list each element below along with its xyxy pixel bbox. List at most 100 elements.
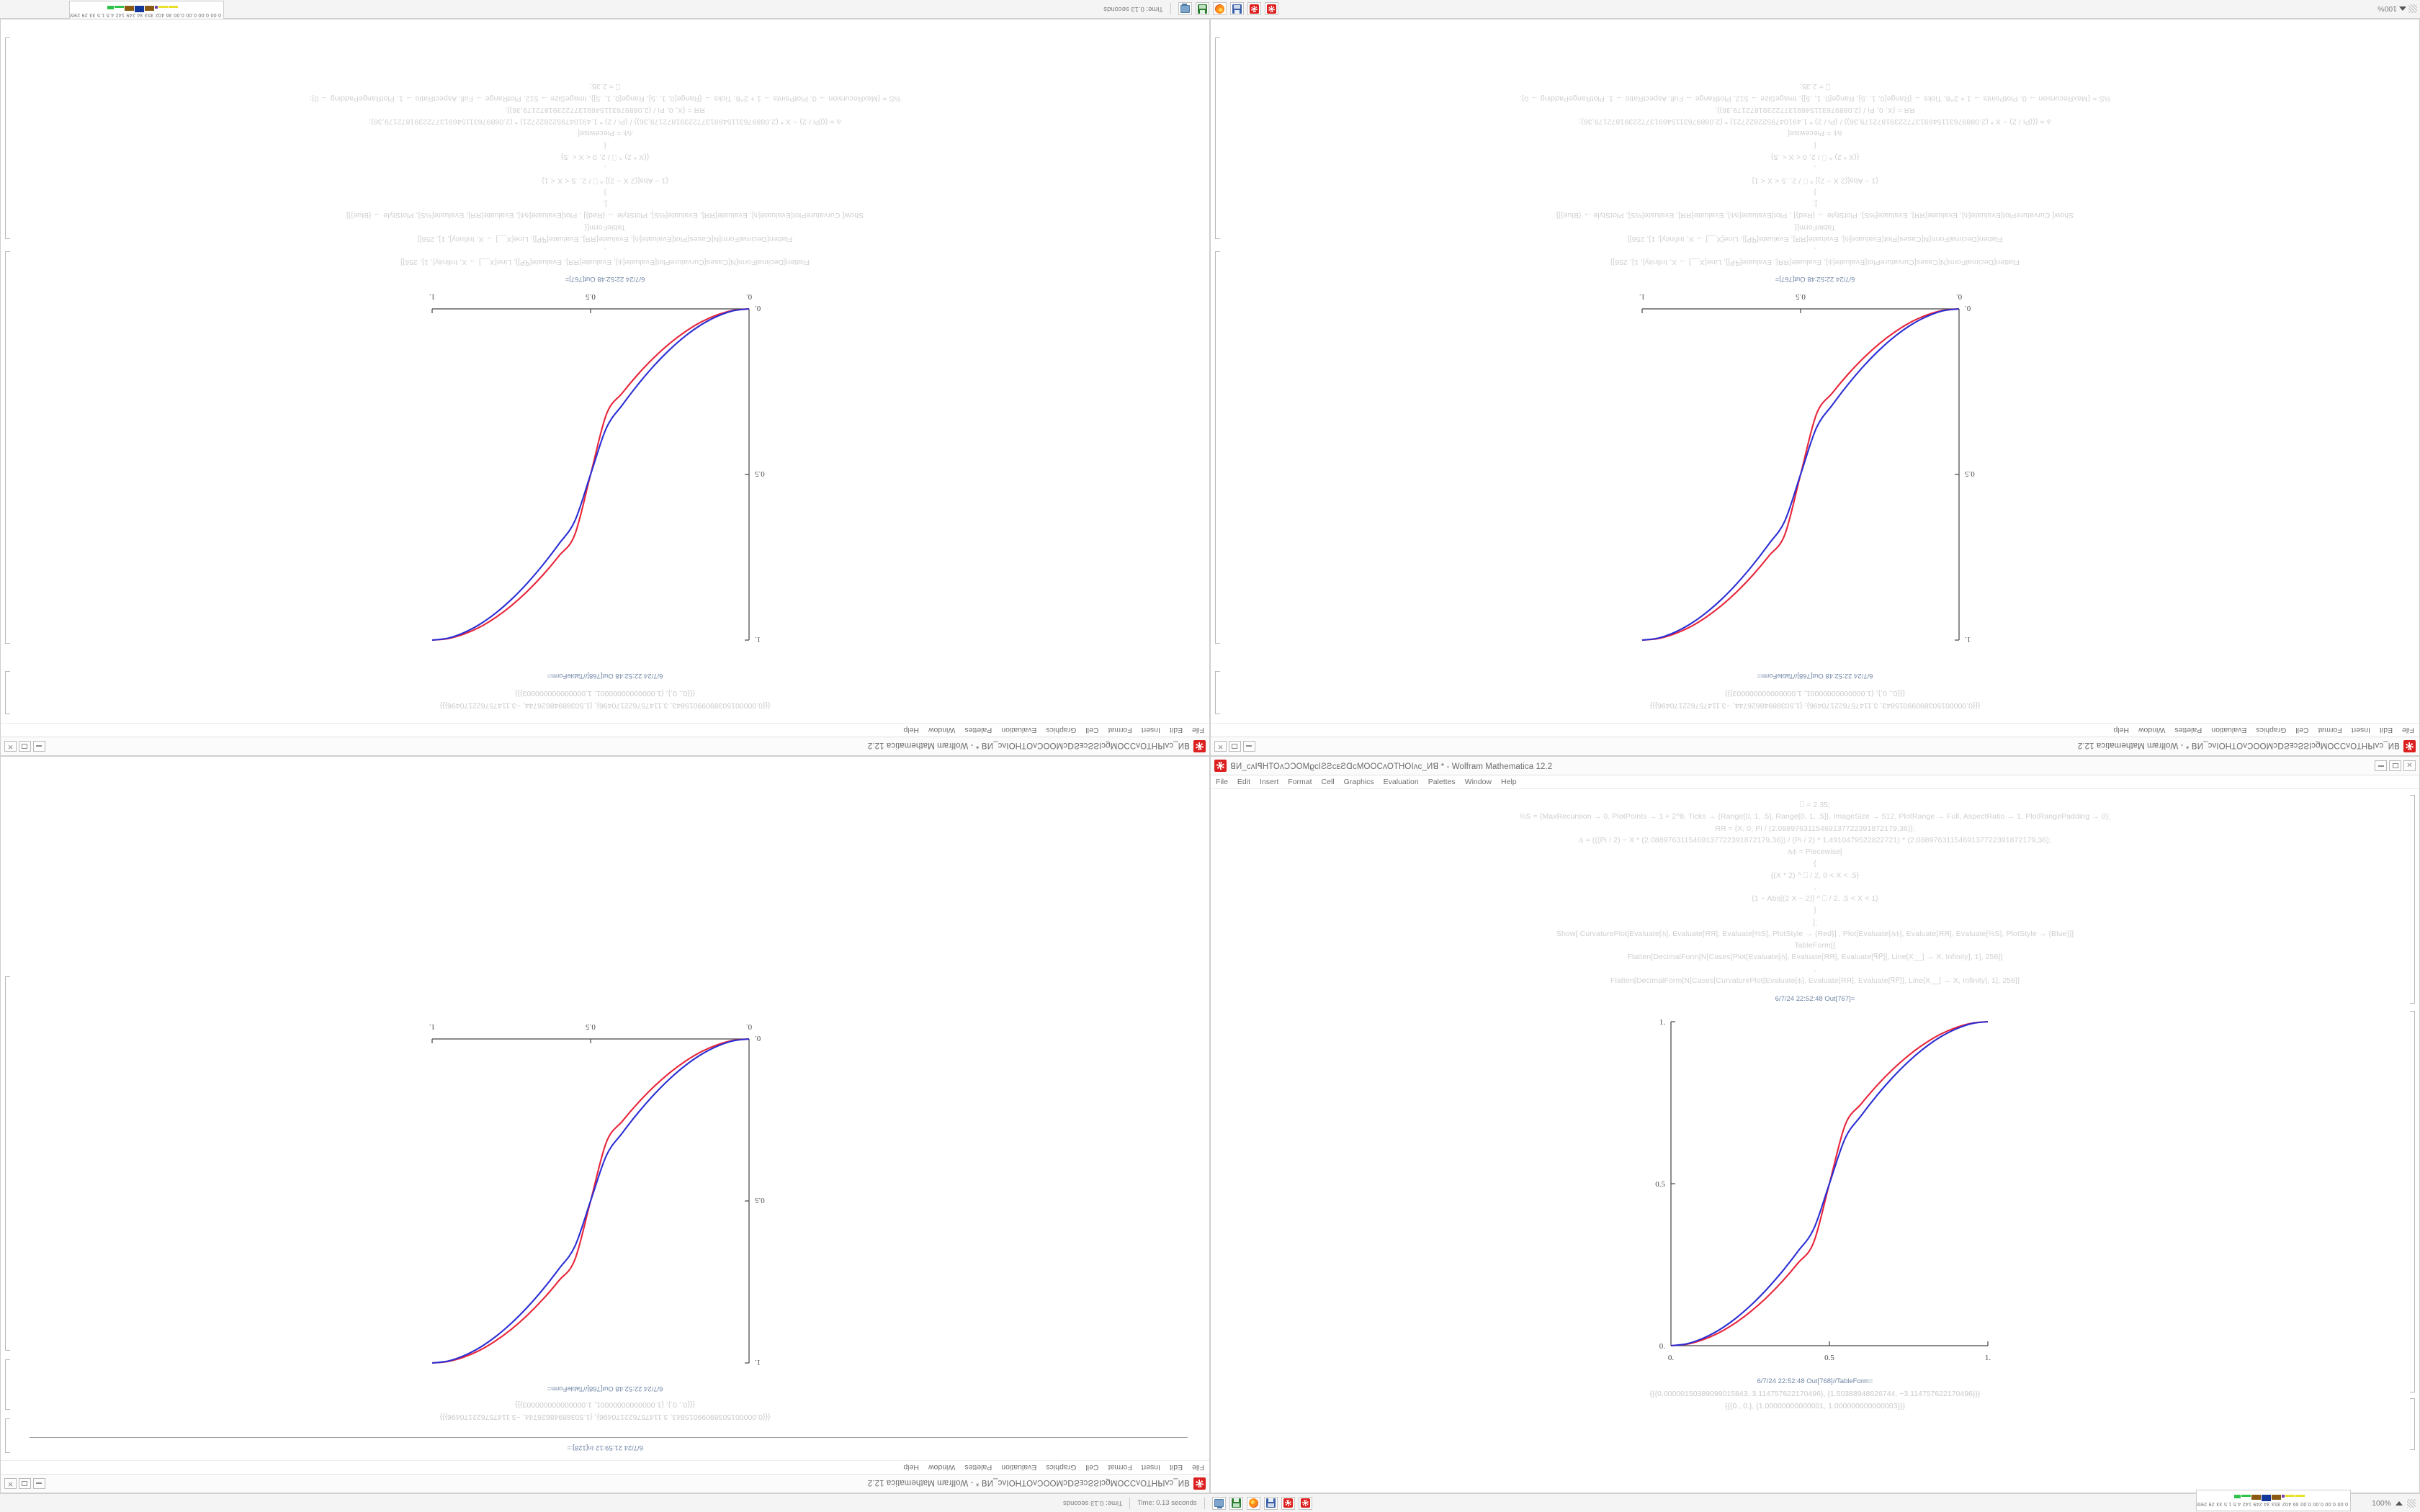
menu-file[interactable]: File xyxy=(1192,1463,1204,1472)
notebook-body[interactable]: ⎕ = 2.35; ⅔S = {MaxRecursion → 0, PlotPo… xyxy=(1211,789,2419,1493)
notebook-window-top-right[interactable]: ꓭИ_ᴄᴧІꟼНТОᴧƆƆОМϱᴄІƧƧᴄᴇƧꓷᴄМООСᴧОТНОІᴧᴄ_Иꓭ… xyxy=(1210,19,2420,756)
cell-bracket-rail[interactable] xyxy=(1212,19,1224,723)
output-table-cell[interactable]: {{{0.00000150389099015843, 3.11475762217… xyxy=(1,1398,1209,1423)
plot-output[interactable]: 1. 0.5 0. 0. 0.5 1. xyxy=(418,1017,792,1377)
menu-graphics[interactable]: Graphics xyxy=(1046,1463,1077,1472)
menu-window[interactable]: Window xyxy=(928,1463,956,1472)
notebook-window-top-left[interactable]: ꓭИ_ᴄᴧІꟼНТОᴧƆƆОМϱᴄІƧƧᴄᴇƧꓷᴄМООСᴧОТНОІᴧᴄ_Иꓭ… xyxy=(0,19,1210,756)
tray-expand-icon[interactable] xyxy=(2396,1500,2403,1506)
menu-evaluation[interactable]: Evaluation xyxy=(2211,726,2247,734)
taskbar[interactable]: Time: 0.13 seconds Time: 0.13 seconds 10… xyxy=(0,1493,2420,1512)
minimize-button[interactable] xyxy=(33,1478,45,1489)
menu-evaluation[interactable]: Evaluation xyxy=(1001,1463,1037,1472)
cell-bracket[interactable] xyxy=(2410,1011,2415,1392)
window-controls[interactable]: ✕ xyxy=(2,1478,45,1489)
taskbar-icon-floppy-blue[interactable] xyxy=(1229,2,1244,16)
close-button[interactable]: ✕ xyxy=(1214,741,1227,752)
cell-bracket[interactable] xyxy=(1215,251,1220,644)
cell-bracket[interactable] xyxy=(1215,37,1220,239)
titlebar[interactable]: ꓭИ_ᴄᴧІꟼНТОᴧƆƆОМϱᴄІƧƧᴄᴇƧꓷᴄМООСᴧОТНОІᴧᴄ_Иꓭ… xyxy=(1,737,1209,755)
menu-edit[interactable]: Edit xyxy=(1169,726,1183,734)
output-table-cell[interactable]: {{{0.00000150389099015843, 3.11475762217… xyxy=(1,687,1209,723)
resize-grip-icon[interactable] xyxy=(2407,1498,2416,1508)
taskbar-launchers[interactable]: Time: 0.13 seconds Time: 0.13 seconds xyxy=(3,1496,2372,1510)
input-code-cell[interactable]: ⎕ = 2.35; ⅔S = {MaxRecursion → 0, PlotPo… xyxy=(1211,799,2419,986)
menu-help[interactable]: Help xyxy=(1501,778,1517,786)
close-button[interactable]: ✕ xyxy=(4,741,17,752)
cell-bracket[interactable] xyxy=(1215,671,1220,714)
tray-expand-icon[interactable] xyxy=(2399,6,2406,12)
maximize-button[interactable] xyxy=(19,741,31,752)
output-table-cell[interactable]: {{{0.00000150389099015843, 3.11475762217… xyxy=(1211,1388,2419,1413)
menu-file[interactable]: File xyxy=(2402,726,2414,734)
window-controls[interactable]: ✕ xyxy=(1212,741,1255,752)
titlebar[interactable]: ꓭИ_ᴄᴧІꟼНТОᴧƆƆОМϱᴄІƧƧᴄᴇƧꓷᴄМООСᴧОТНОІᴧᴄ_Иꓭ… xyxy=(1,1474,1209,1493)
cell-bracket[interactable] xyxy=(5,671,10,714)
menu-edit[interactable]: Edit xyxy=(1237,778,1251,786)
cell-bracket-rail[interactable] xyxy=(2,756,14,1460)
minimize-button[interactable] xyxy=(1243,741,1255,752)
menu-evaluation[interactable]: Evaluation xyxy=(1383,778,1419,786)
maximize-button[interactable] xyxy=(19,1478,31,1489)
menubar[interactable]: File Edit Insert Format Cell Graphics Ev… xyxy=(1,1460,1209,1474)
window-controls[interactable]: ✕ xyxy=(2375,760,2418,771)
menu-window[interactable]: Window xyxy=(1464,778,1492,786)
cell-bracket-rail[interactable] xyxy=(2,19,14,723)
resize-grip-icon[interactable] xyxy=(2408,4,2417,14)
cell-bracket[interactable] xyxy=(2410,795,2415,1004)
taskbar-icon-floppy-green[interactable] xyxy=(1229,1496,1243,1510)
menubar[interactable]: File Edit Insert Format Cell Graphics Ev… xyxy=(1211,723,2419,737)
cell-bracket[interactable] xyxy=(5,1359,10,1410)
menu-insert[interactable]: Insert xyxy=(2351,726,2370,734)
taskbar-icon-monitor[interactable] xyxy=(1211,1496,1226,1510)
cell-bracket[interactable] xyxy=(5,1418,10,1453)
taskbar-icon-wolfram-2[interactable] xyxy=(1247,2,1261,16)
menubar[interactable]: File Edit Insert Format Cell Graphics Ev… xyxy=(1,723,1209,737)
menu-edit[interactable]: Edit xyxy=(2379,726,2393,734)
menu-graphics[interactable]: Graphics xyxy=(1046,726,1077,734)
taskbar-icon-firefox[interactable] xyxy=(1212,2,1227,16)
plot-output[interactable]: 1. 0.5 0. 0. 0.5 1. xyxy=(1628,1007,2002,1367)
menu-graphics[interactable]: Graphics xyxy=(2256,726,2287,734)
window-controls[interactable]: ✕ xyxy=(2,741,45,752)
menu-insert[interactable]: Insert xyxy=(1141,1463,1160,1472)
input-code-cell[interactable]: Flatten[DecimalForm[N[Cases[CurvaturePlo… xyxy=(1,81,1209,268)
menu-palettes[interactable]: Palettes xyxy=(1428,778,1456,786)
close-button[interactable]: ✕ xyxy=(2403,760,2416,771)
notebook-window-bottom-right[interactable]: ꓭИ_ᴄᴧІꟼНТОᴧƆƆОМϱᴄІƧƧᴄᴇƧꓷᴄМООСᴧОТНОІᴧᴄ_Иꓭ… xyxy=(1210,756,2420,1493)
taskbar-icon-wolfram[interactable] xyxy=(1264,2,1278,16)
menubar[interactable]: File Edit Insert Format Cell Graphics Ev… xyxy=(1211,775,2419,789)
menu-palettes[interactable]: Palettes xyxy=(964,1463,992,1472)
notebook-body[interactable]: {{{0.00000150389099015843, 3.11475762217… xyxy=(1211,19,2419,723)
cell-bracket[interactable] xyxy=(5,37,10,239)
menu-palettes[interactable]: Palettes xyxy=(964,726,992,734)
titlebar[interactable]: ꓭИ_ᴄᴧІꟼНТОᴧƆƆОМϱᴄІƧƧᴄᴇƧꓷᴄМООСᴧОТНОІᴧᴄ_Иꓭ… xyxy=(1211,757,2419,775)
notebook-body[interactable]: 6/7/24 21:59:12 In[128]:= {{{0.000001503… xyxy=(1,756,1209,1460)
plot-output[interactable]: 1. 0.5 0. 0. 0.5 1. xyxy=(1628,287,2002,662)
cell-bracket[interactable] xyxy=(2410,1398,2415,1450)
menu-cell[interactable]: Cell xyxy=(1085,1463,1099,1472)
taskbar-icon-wolfram-2[interactable] xyxy=(1298,1496,1312,1510)
menu-format[interactable]: Format xyxy=(1108,1463,1132,1472)
menu-window[interactable]: Window xyxy=(928,726,956,734)
input-cursor-line[interactable] xyxy=(30,1437,1188,1438)
notebook-body[interactable]: {{{0.00000150389099015843, 3.11475762217… xyxy=(1,19,1209,723)
menu-format[interactable]: Format xyxy=(2318,726,2342,734)
menu-help[interactable]: Help xyxy=(2113,726,2129,734)
menu-help[interactable]: Help xyxy=(903,726,919,734)
cell-bracket-rail[interactable] xyxy=(2406,789,2418,1493)
menu-file[interactable]: File xyxy=(1216,778,1228,786)
menu-format[interactable]: Format xyxy=(1288,778,1312,786)
menu-graphics[interactable]: Graphics xyxy=(1343,778,1374,786)
menu-help[interactable]: Help xyxy=(903,1463,919,1472)
menu-evaluation[interactable]: Evaluation xyxy=(1001,726,1037,734)
taskbar-icon-monitor[interactable] xyxy=(1178,2,1192,16)
maximize-button[interactable] xyxy=(2389,760,2401,771)
cell-bracket[interactable] xyxy=(5,251,10,644)
menu-window[interactable]: Window xyxy=(2138,726,2166,734)
menu-edit[interactable]: Edit xyxy=(1169,1463,1183,1472)
menu-cell[interactable]: Cell xyxy=(1085,726,1099,734)
taskbar-mirrored[interactable]: 100% Time: 0.13 seconds xyxy=(0,0,2420,19)
menu-insert[interactable]: Insert xyxy=(1260,778,1279,786)
cell-bracket[interactable] xyxy=(5,976,10,1351)
